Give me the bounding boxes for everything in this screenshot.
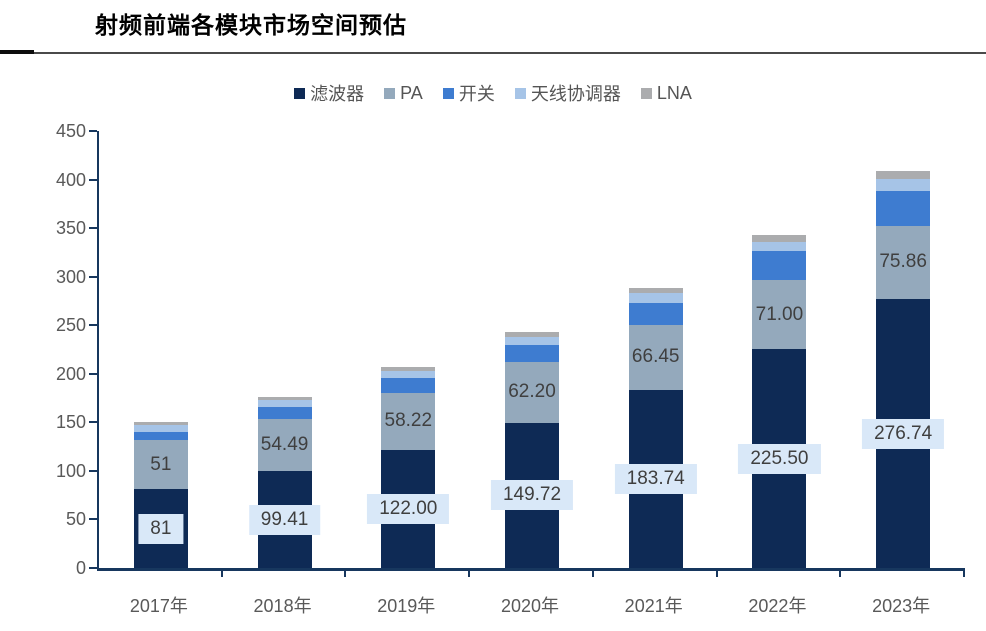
legend-item-filter: 滤波器 [294, 80, 364, 106]
data-label-pa: 71.00 [755, 303, 804, 325]
bar-segment-switch [876, 190, 931, 226]
legend-label-filter: 滤波器 [310, 84, 365, 104]
legend-item-lna: LNA [640, 82, 692, 104]
legend-item-switch: 开关 [442, 80, 495, 106]
bar-segment-pa [257, 418, 312, 472]
data-label-pa: 54.49 [260, 434, 309, 456]
figure-title: 射频前端各模块市场空间预估 [95, 12, 407, 39]
data-label-pa: 75.86 [879, 251, 927, 273]
y-tick-mark [89, 227, 97, 230]
x-tick-mark [221, 571, 223, 577]
bar-segment-lna [752, 235, 807, 243]
legend-label-pa: PA [400, 82, 423, 103]
bar-segment-pa [752, 280, 807, 350]
y-tick-label: 0 [75, 558, 86, 578]
bar-segment-antenna-tuner [752, 242, 807, 251]
header-divider-accent [0, 50, 34, 54]
chart-legend: 滤波器 PA 开关 天线协调器 LNA [0, 80, 986, 106]
data-label-filter: 225.50 [738, 443, 821, 474]
legend-swatch-pa-icon [384, 87, 396, 99]
bar-segment-switch [381, 378, 436, 393]
bar-segment-lna [876, 171, 931, 179]
y-tick-label: 200 [55, 363, 86, 384]
bar-segment-lna [381, 367, 436, 371]
x-tick-mark [963, 571, 965, 577]
data-label-filter: 122.00 [367, 493, 450, 524]
y-tick-mark [89, 275, 97, 278]
x-tick-label: 2022年 [748, 596, 807, 616]
bar-segment-switch [752, 250, 807, 281]
bar-segment-antenna-tuner [381, 370, 436, 379]
y-tick-mark [89, 421, 97, 424]
legend-item-antenna-tuner: 天线协调器 [514, 80, 621, 106]
bar-segment-lna [628, 288, 683, 293]
x-tick-label: 2018年 [253, 596, 312, 616]
data-label-filter: 81 [138, 513, 184, 544]
bar-segment-lna [133, 422, 188, 426]
data-label-filter: 99.41 [248, 504, 321, 535]
header-divider [0, 52, 986, 54]
bar-segment-switch [133, 432, 188, 440]
y-tick-mark [89, 130, 97, 132]
x-tick-mark [592, 571, 594, 577]
data-label-filter: 149.72 [490, 480, 574, 511]
bar-segment-switch [628, 302, 683, 326]
y-tick-mark [89, 178, 97, 181]
legend-item-pa: PA [384, 83, 423, 104]
x-tick-mark [716, 571, 718, 577]
y-tick-label: 50 [65, 509, 86, 530]
bar-segment-antenna-tuner [133, 425, 188, 433]
bar-segment-pa [876, 225, 931, 300]
legend-label-lna: LNA [656, 82, 692, 103]
y-tick-mark [89, 324, 97, 327]
legend-swatch-switch-icon [442, 87, 454, 99]
bar-segment-pa [505, 362, 559, 423]
legend-swatch-antenna-tuner-icon [514, 87, 526, 99]
plot-area: 81 51 99.41 54.49 122.00 58.22 149.72 62.20 183.… [89, 130, 965, 577]
legend-label-switch: 开关 [458, 84, 495, 104]
data-label-filter: 183.74 [614, 463, 697, 494]
x-tick-label: 2017年 [129, 596, 188, 616]
y-tick-label: 100 [55, 460, 86, 481]
y-tick-mark [89, 518, 97, 521]
x-tick-label: 2019年 [377, 596, 436, 616]
y-tick-label: 150 [55, 412, 86, 433]
x-tick-label: 2023年 [872, 596, 931, 616]
bar-segment-lna [505, 332, 559, 337]
data-label-filter: 276.74 [862, 418, 945, 449]
bar-segment-lna [257, 397, 312, 401]
legend-swatch-filter-icon [294, 87, 306, 99]
bar-segment-pa [133, 439, 188, 490]
x-tick-mark [344, 571, 346, 577]
bar-segment-switch [505, 344, 559, 363]
bar-segment-antenna-tuner [257, 400, 312, 407]
bar-segment-switch [257, 406, 312, 419]
x-tick-mark [468, 571, 470, 577]
y-tick-mark [89, 469, 97, 472]
y-tick-label: 250 [55, 315, 86, 336]
data-label-pa: 58.22 [384, 410, 433, 432]
legend-label-antenna-tuner: 天线协调器 [530, 84, 621, 104]
y-tick-label: 450 [55, 121, 86, 141]
y-tick-label: 300 [55, 266, 86, 287]
legend-swatch-lna-icon [640, 87, 652, 99]
x-tick-mark [839, 571, 841, 577]
x-tick-label: 2021年 [624, 596, 683, 616]
data-label-pa: 66.45 [631, 346, 680, 368]
y-tick-mark [89, 567, 97, 569]
x-tick-label: 2020年 [500, 596, 560, 616]
bar-segment-antenna-tuner [505, 336, 559, 345]
bar-segment-pa [628, 325, 683, 390]
data-label-pa: 51 [150, 453, 172, 475]
y-tick-label: 350 [55, 218, 86, 239]
data-label-pa: 62.20 [508, 381, 556, 403]
bar-segment-pa [381, 393, 436, 450]
bar-segment-antenna-tuner [628, 293, 683, 303]
y-tick-label: 400 [55, 169, 86, 190]
y-tick-mark [89, 372, 97, 375]
bar-segment-antenna-tuner [876, 179, 931, 191]
